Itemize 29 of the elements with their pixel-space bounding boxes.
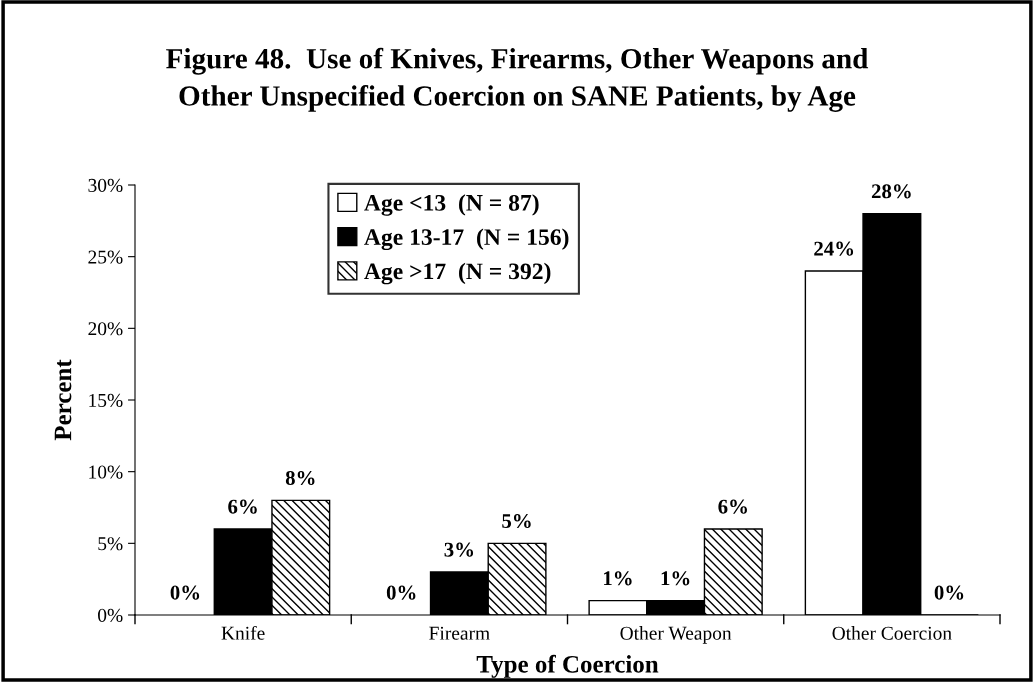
data-label: 5% — [502, 513, 531, 529]
legend-label: Age >17 (N = 392) — [364, 262, 551, 285]
data-label: 1% — [661, 571, 690, 586]
data-label: 24% — [814, 241, 854, 256]
y-tick-label: 20% — [88, 322, 123, 336]
legend-label: Age 13-17 (N = 156) — [364, 228, 569, 251]
data-label: 3% — [444, 542, 474, 557]
data-label: 6% — [718, 499, 747, 514]
y-tick-label: 30% — [88, 178, 123, 192]
y-tick-label: 5% — [98, 537, 123, 551]
data-label: 0% — [386, 585, 416, 600]
x-tick-label: Firearm — [429, 626, 490, 640]
x-axis-title: Type of Coercion — [476, 654, 659, 678]
y-tick-label: 0% — [98, 608, 123, 622]
y-axis-title: Percent — [54, 359, 72, 441]
data-label: 6% — [228, 499, 257, 514]
y-tick-label: 10% — [89, 465, 123, 479]
x-tick-label: Other Weapon — [620, 626, 732, 644]
y-tick-label: 25% — [88, 250, 123, 264]
data-label: 28% — [871, 184, 911, 199]
chart-title: Figure 48. Use of Knives, Firearms, Other Weapons and Other Unspecified Coercion on SANE Patients, by Age — [166, 47, 869, 112]
data-label: 8% — [285, 470, 315, 486]
data-label: 0% — [934, 585, 964, 600]
y-tick-label: 15% — [89, 393, 123, 407]
x-tick-label: Knife — [221, 625, 265, 640]
data-label: 0% — [170, 585, 200, 600]
x-tick-label: Other Coercion — [832, 626, 952, 640]
data-label: 1% — [604, 571, 632, 586]
legend-label: Age <13 (N = 87) — [364, 194, 539, 216]
